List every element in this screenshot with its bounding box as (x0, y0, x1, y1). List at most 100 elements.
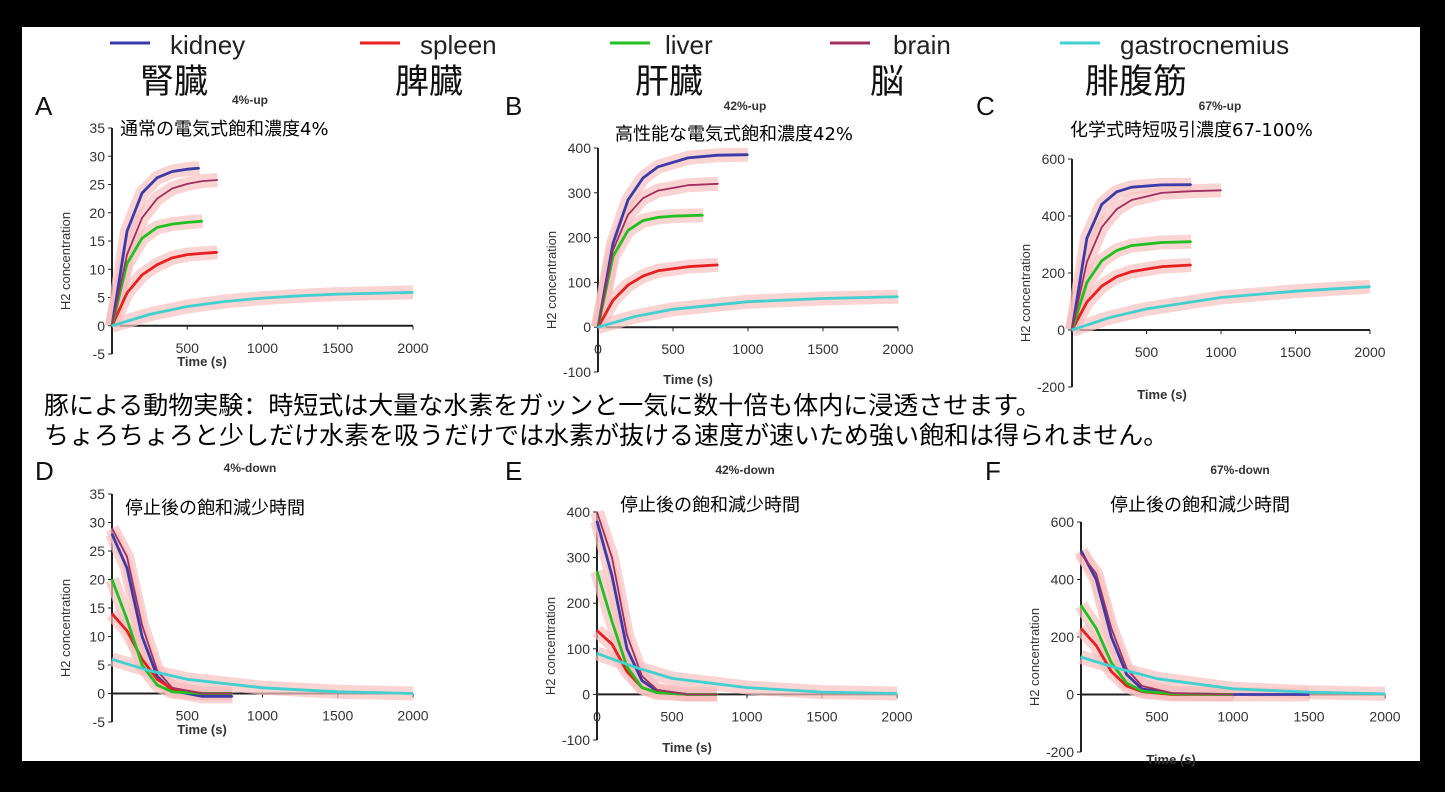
data-point-brain (1086, 261, 1088, 263)
data-point-brain (627, 213, 629, 216)
data-point-spleen (156, 263, 158, 266)
panel-title: 4%-up (232, 93, 268, 107)
y-tick-label: 25 (89, 543, 105, 559)
data-point-liver (171, 690, 173, 693)
x-tick-label: 1500 (322, 708, 353, 724)
y-tick-label: 200 (567, 595, 591, 611)
y-tick-label: 100 (568, 274, 592, 290)
data-point-gastrocnemius (224, 300, 226, 303)
series-line-gastrocnemius (597, 295, 899, 329)
data-point-kidney (642, 177, 644, 179)
data-point-brain (641, 675, 643, 677)
x-axis-label: Time (s) (177, 722, 227, 737)
data-point-gastrocnemius (747, 300, 749, 303)
data-point-liver (111, 578, 113, 581)
data-point-gastrocnemius (1156, 677, 1158, 680)
data-point-spleen (626, 670, 628, 673)
data-point-kidney (171, 170, 173, 173)
data-point-brain (1101, 226, 1103, 228)
y-tick-label: -5 (93, 346, 106, 362)
data-point-kidney (1080, 549, 1082, 552)
data-point-gastrocnemius (1145, 308, 1148, 310)
caption-line: ちょろちょろと少しだけ水素を吸うだけでは水素が抜ける速度が速いため強い飽和は得ら… (44, 421, 1168, 450)
error-bands (590, 509, 898, 702)
data-point-liver (186, 221, 189, 224)
data-point-kidney (126, 567, 128, 569)
y-tick-label: 25 (89, 177, 105, 193)
y-tick-label: -100 (563, 364, 591, 380)
data-point-liver (656, 691, 658, 694)
data-point-brain (1220, 189, 1222, 192)
y-tick-label: 35 (89, 120, 105, 136)
y-tick-label: 600 (1042, 151, 1066, 167)
y-tick-label: 15 (89, 600, 105, 616)
caption-line: 豚による動物実験：時短式は大量な水素をガッンと一気に数十倍も体内に浸透させます。 (44, 391, 1041, 420)
data-point-liver (641, 686, 643, 689)
data-point-kidney (126, 230, 128, 233)
data-point-brain (686, 693, 688, 696)
x-tick-label: 500 (661, 341, 685, 357)
data-point-brain (111, 527, 113, 529)
data-point-liver (1110, 662, 1113, 664)
data-point-gastrocnemius (336, 293, 339, 295)
data-point-gastrocnemius (897, 295, 899, 298)
series-line-kidney (596, 153, 749, 328)
data-point-kidney (141, 192, 143, 194)
x-tick-label: 2000 (397, 708, 428, 724)
data-point-spleen (1101, 285, 1103, 287)
x-tick-label: 1000 (1217, 709, 1248, 725)
data-point-brain (201, 180, 204, 182)
y-axis-label: H2 concentration (544, 231, 559, 329)
panel-letter: B (505, 91, 522, 121)
data-point-kidney (657, 166, 659, 168)
y-tick-label: 15 (89, 233, 105, 249)
x-tick-label: 2000 (1354, 344, 1385, 360)
y-tick-label: -100 (562, 732, 590, 748)
data-point-spleen (126, 630, 128, 632)
data-point-brain (1130, 199, 1133, 201)
data-point-brain (717, 183, 719, 185)
panel-F: F 67%-down 停止後の飽和減少時間 -200 0 200 400 600 500 1000… (985, 456, 1401, 767)
data-point-liver (1086, 281, 1088, 284)
y-tick-label: 600 (1051, 514, 1075, 530)
panel-letter: E (505, 456, 522, 486)
data-point-kidney (198, 167, 201, 169)
panel-annotation: 停止後の飽和減少時間 (1110, 495, 1290, 516)
x-tick-label: 1500 (806, 708, 837, 724)
data-point-liver (672, 215, 674, 217)
data-point-kidney (1095, 578, 1097, 581)
data-point-brain (716, 693, 718, 696)
legend-label: brain (893, 30, 951, 60)
data-point-gastrocnemius (1118, 667, 1120, 670)
panel-C: C 67%-up 化学式時短吸引濃度67-100% -200 0 200 400 600 500… (976, 91, 1386, 402)
data-point-gastrocnemius (186, 305, 189, 308)
data-point-spleen (126, 292, 128, 294)
data-point-kidney (717, 154, 719, 156)
error-band-gastrocnemius (1069, 279, 1371, 337)
data-point-spleen (596, 629, 598, 632)
data-point-gastrocnemius (111, 658, 113, 661)
data-point-kidney (611, 575, 613, 577)
y-tick-label: 0 (97, 318, 105, 334)
panel-title: 4%-down (224, 461, 277, 475)
data-point-brain (1095, 572, 1097, 575)
data-point-brain (1125, 667, 1128, 670)
x-tick-label: 1000 (247, 708, 278, 724)
panel-annotation: 通常の電気式飽和濃度4% (120, 119, 329, 140)
data-point-spleen (657, 269, 659, 272)
y-tick-label: 400 (1051, 572, 1075, 588)
y-tick-label: 30 (89, 515, 105, 531)
data-point-spleen (1095, 644, 1097, 647)
y-tick-label: 35 (89, 486, 105, 502)
data-point-kidney (111, 533, 113, 535)
data-point-gastrocnemius (597, 326, 599, 329)
data-point-spleen (111, 612, 113, 615)
y-tick-label: 10 (89, 629, 105, 645)
data-point-gastrocnemius (1080, 656, 1082, 658)
error-bands (1065, 177, 1371, 337)
data-point-gastrocnemius (1384, 693, 1386, 695)
data-point-liver (141, 237, 143, 239)
